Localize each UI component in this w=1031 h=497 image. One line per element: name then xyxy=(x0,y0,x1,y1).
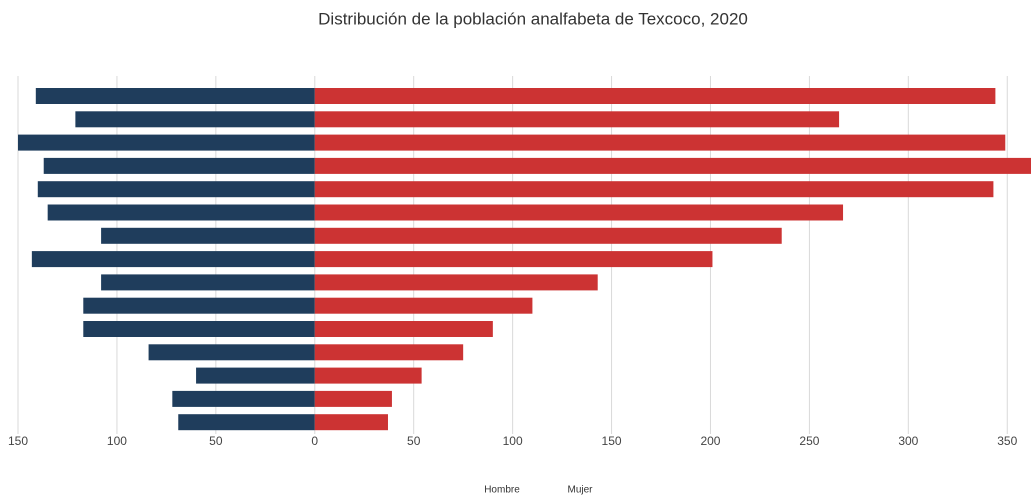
bar xyxy=(314,274,598,291)
bar xyxy=(31,251,315,268)
bar xyxy=(314,321,493,337)
x-tick-label: 0 xyxy=(311,434,318,448)
bar xyxy=(314,204,844,221)
bar xyxy=(43,157,315,174)
bar xyxy=(314,251,713,268)
bar xyxy=(101,274,315,291)
bar xyxy=(314,227,782,244)
bar xyxy=(314,390,392,407)
bar xyxy=(101,227,315,244)
x-tick-label: 100 xyxy=(503,434,523,448)
x-tick-label: 150 xyxy=(8,434,28,448)
chart-title: Distribución de la población analfabeta … xyxy=(318,9,748,28)
bar xyxy=(314,111,840,128)
bar xyxy=(314,367,422,384)
bar xyxy=(83,297,315,314)
bar xyxy=(172,390,315,407)
legend-label: Hombre xyxy=(484,485,520,496)
bar xyxy=(196,367,315,384)
x-tick-label: 200 xyxy=(700,434,720,448)
bar xyxy=(314,344,464,361)
bar xyxy=(148,344,315,361)
bar xyxy=(75,111,315,128)
bar xyxy=(314,157,1031,174)
bar xyxy=(314,297,533,314)
x-tick-label: 300 xyxy=(898,434,918,448)
bar xyxy=(314,414,388,431)
bar xyxy=(314,181,994,198)
x-tick-label: 100 xyxy=(107,434,127,448)
bar xyxy=(314,134,1006,151)
bar xyxy=(37,181,315,198)
bar xyxy=(314,88,996,104)
x-tick-label: 50 xyxy=(209,434,223,448)
bar xyxy=(35,88,315,104)
bar xyxy=(47,204,315,221)
x-tick-label: 250 xyxy=(799,434,819,448)
bar xyxy=(18,134,315,151)
bar xyxy=(83,321,315,337)
x-tick-label: 50 xyxy=(407,434,421,448)
x-tick-label: 150 xyxy=(602,434,622,448)
bar xyxy=(178,414,315,431)
legend-label: Mujer xyxy=(567,485,593,496)
x-tick-label: 350 xyxy=(997,434,1017,448)
